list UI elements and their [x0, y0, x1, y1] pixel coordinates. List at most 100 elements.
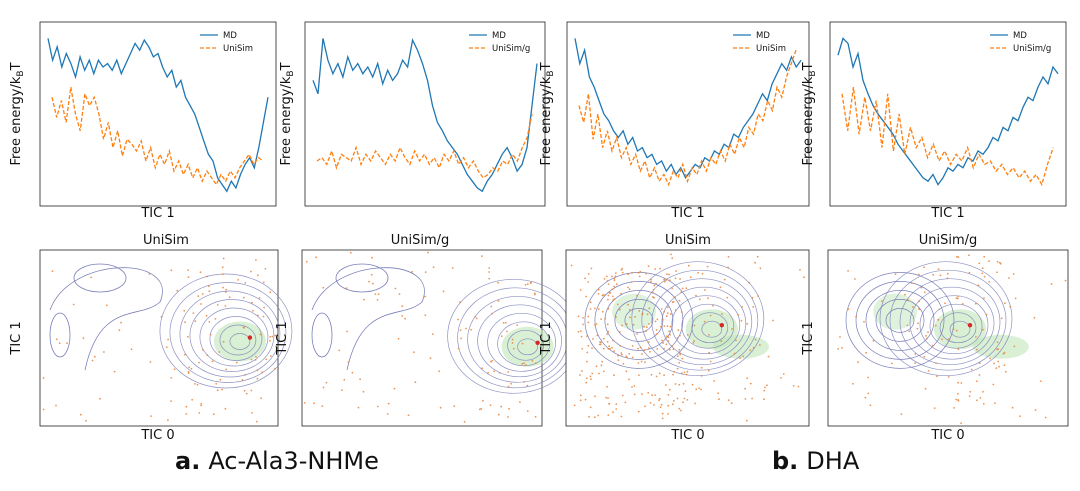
a-bottom-right-point [459, 329, 462, 332]
b-bottom-left-point [598, 343, 601, 346]
b-bottom-right-point [910, 282, 913, 284]
a-bottom-right-point [507, 371, 510, 373]
b-bottom-left-point [613, 285, 615, 288]
a-bottom-right-point [516, 324, 518, 326]
b-top-left-legend-label-1: UniSim [756, 44, 786, 54]
a-bottom-right-point [525, 364, 527, 366]
b-bottom-right-point [904, 293, 906, 296]
a-bottom-left-point [269, 291, 272, 294]
a-bottom-left-point [185, 405, 188, 408]
b-bottom-right-point [1044, 416, 1047, 419]
b-bottom-left-point [593, 416, 596, 419]
a-bottom-right-point [321, 405, 324, 407]
a-bottom-left-point [256, 369, 259, 372]
b-bottom-left-point [727, 266, 729, 269]
a-bottom-right-point [424, 271, 427, 273]
b-bottom-left-point [620, 269, 623, 271]
b-bottom-left-point [666, 273, 668, 276]
a-bottom-right-point [457, 347, 460, 350]
b-bottom-right-point [1050, 283, 1053, 285]
b-bottom-left-point [737, 314, 740, 316]
a-bottom-left-point [250, 270, 252, 273]
a-bottom-right-point [511, 342, 514, 344]
a-bottom-right-point [303, 402, 306, 404]
b-bottom-left-point [581, 370, 583, 372]
b-bottom-left-point [590, 378, 592, 380]
b-bottom-left-point [646, 326, 648, 329]
b-bottom-left-point [597, 293, 600, 295]
b-bottom-left-point [608, 402, 611, 405]
b-bottom-left-point [671, 257, 674, 259]
a-bottom-right-point [493, 370, 495, 373]
b-bottom-left-point [672, 399, 675, 402]
a-bottom-right-point [357, 406, 360, 409]
b-bottom-left-point [624, 401, 627, 404]
caption-a: a. Ac-Ala3-NHMe [175, 447, 379, 487]
a-bottom-left-point [55, 338, 58, 341]
caption-b-letter: b. [772, 447, 799, 475]
b-bottom-right-contour-5 [899, 278, 1001, 366]
a-bottom-right-point [439, 406, 442, 409]
b-bottom-left-point [723, 278, 726, 281]
a-bottom-right-point [404, 317, 406, 320]
b-bottom-left-point [651, 394, 653, 397]
b-bottom-right-point [983, 255, 986, 258]
a-bottom-left-point [208, 290, 211, 293]
a-bottom-right-reference-point [535, 340, 540, 345]
b-bottom-left-point [621, 267, 624, 270]
b-bottom-right-point [989, 357, 992, 360]
b-bottom-right-point [968, 395, 971, 397]
b-bottom-right-point [981, 272, 984, 275]
b-bottom-right-point [932, 273, 935, 276]
b-bottom-left-point [674, 296, 676, 299]
a-bottom-right-point [490, 305, 493, 308]
b-bottom-right-point [957, 392, 959, 395]
b-bottom-left-point [676, 336, 679, 339]
b-bottom-left-point [674, 383, 677, 385]
b-bottom-left-point [621, 353, 623, 356]
b-bottom-left-point [665, 315, 668, 318]
a-bottom-right-point [368, 280, 370, 283]
b-bottom-left-point [628, 378, 630, 381]
b-bottom-right-point [855, 315, 857, 318]
b-bottom-left-point [637, 347, 639, 350]
a-bottom-right-point [507, 416, 509, 418]
a-bottom-right-point [372, 282, 374, 285]
a-bottom-right-point [459, 301, 461, 304]
a-bottom-left-point [274, 334, 277, 337]
b-bottom-left-point [661, 412, 664, 415]
b-bottom-left-point [618, 308, 621, 311]
b-bottom-left-point [577, 315, 580, 318]
b-bottom-left-contour-b-0 [624, 308, 654, 333]
b-bottom-left-point [615, 408, 618, 410]
b-bottom-left-point [615, 316, 617, 318]
b-bottom-left-point [582, 323, 584, 326]
b-bottom-left-point [649, 350, 651, 353]
a-bottom-left-reference-point [247, 335, 253, 340]
a-bottom-right-contour-left [311, 312, 333, 358]
a-bottom-left-point [113, 370, 116, 373]
a-bottom-left-point [58, 342, 61, 344]
b-bottom-left-point [631, 356, 634, 359]
b-bottom-left-point [659, 406, 662, 409]
caption-a-letter: a. [175, 447, 201, 475]
a-bottom-right-contour-2 [497, 321, 550, 367]
b-bottom-right-point [1008, 277, 1010, 279]
b-bottom-left-point [694, 402, 696, 405]
a-bottom-right-point [488, 277, 491, 280]
b-bottom-right-point [1033, 316, 1036, 319]
b-bottom-left-point [620, 415, 623, 418]
a-bottom-left-point [197, 295, 200, 297]
a-bottom-right-point [460, 337, 462, 340]
a-bottom-left-point [244, 282, 247, 284]
a-bottom-left-point [99, 397, 101, 400]
a-bottom-right-point [474, 315, 477, 318]
b-bottom-left-point [668, 273, 670, 276]
b-bottom-left-contour-3 [671, 295, 741, 355]
b-bottom-right-point [941, 338, 943, 341]
a-bottom-right-point [322, 286, 325, 289]
b-bottom-left-point [683, 371, 686, 374]
b-bottom-left-point [632, 323, 635, 326]
b-bottom-left-point [656, 348, 659, 350]
